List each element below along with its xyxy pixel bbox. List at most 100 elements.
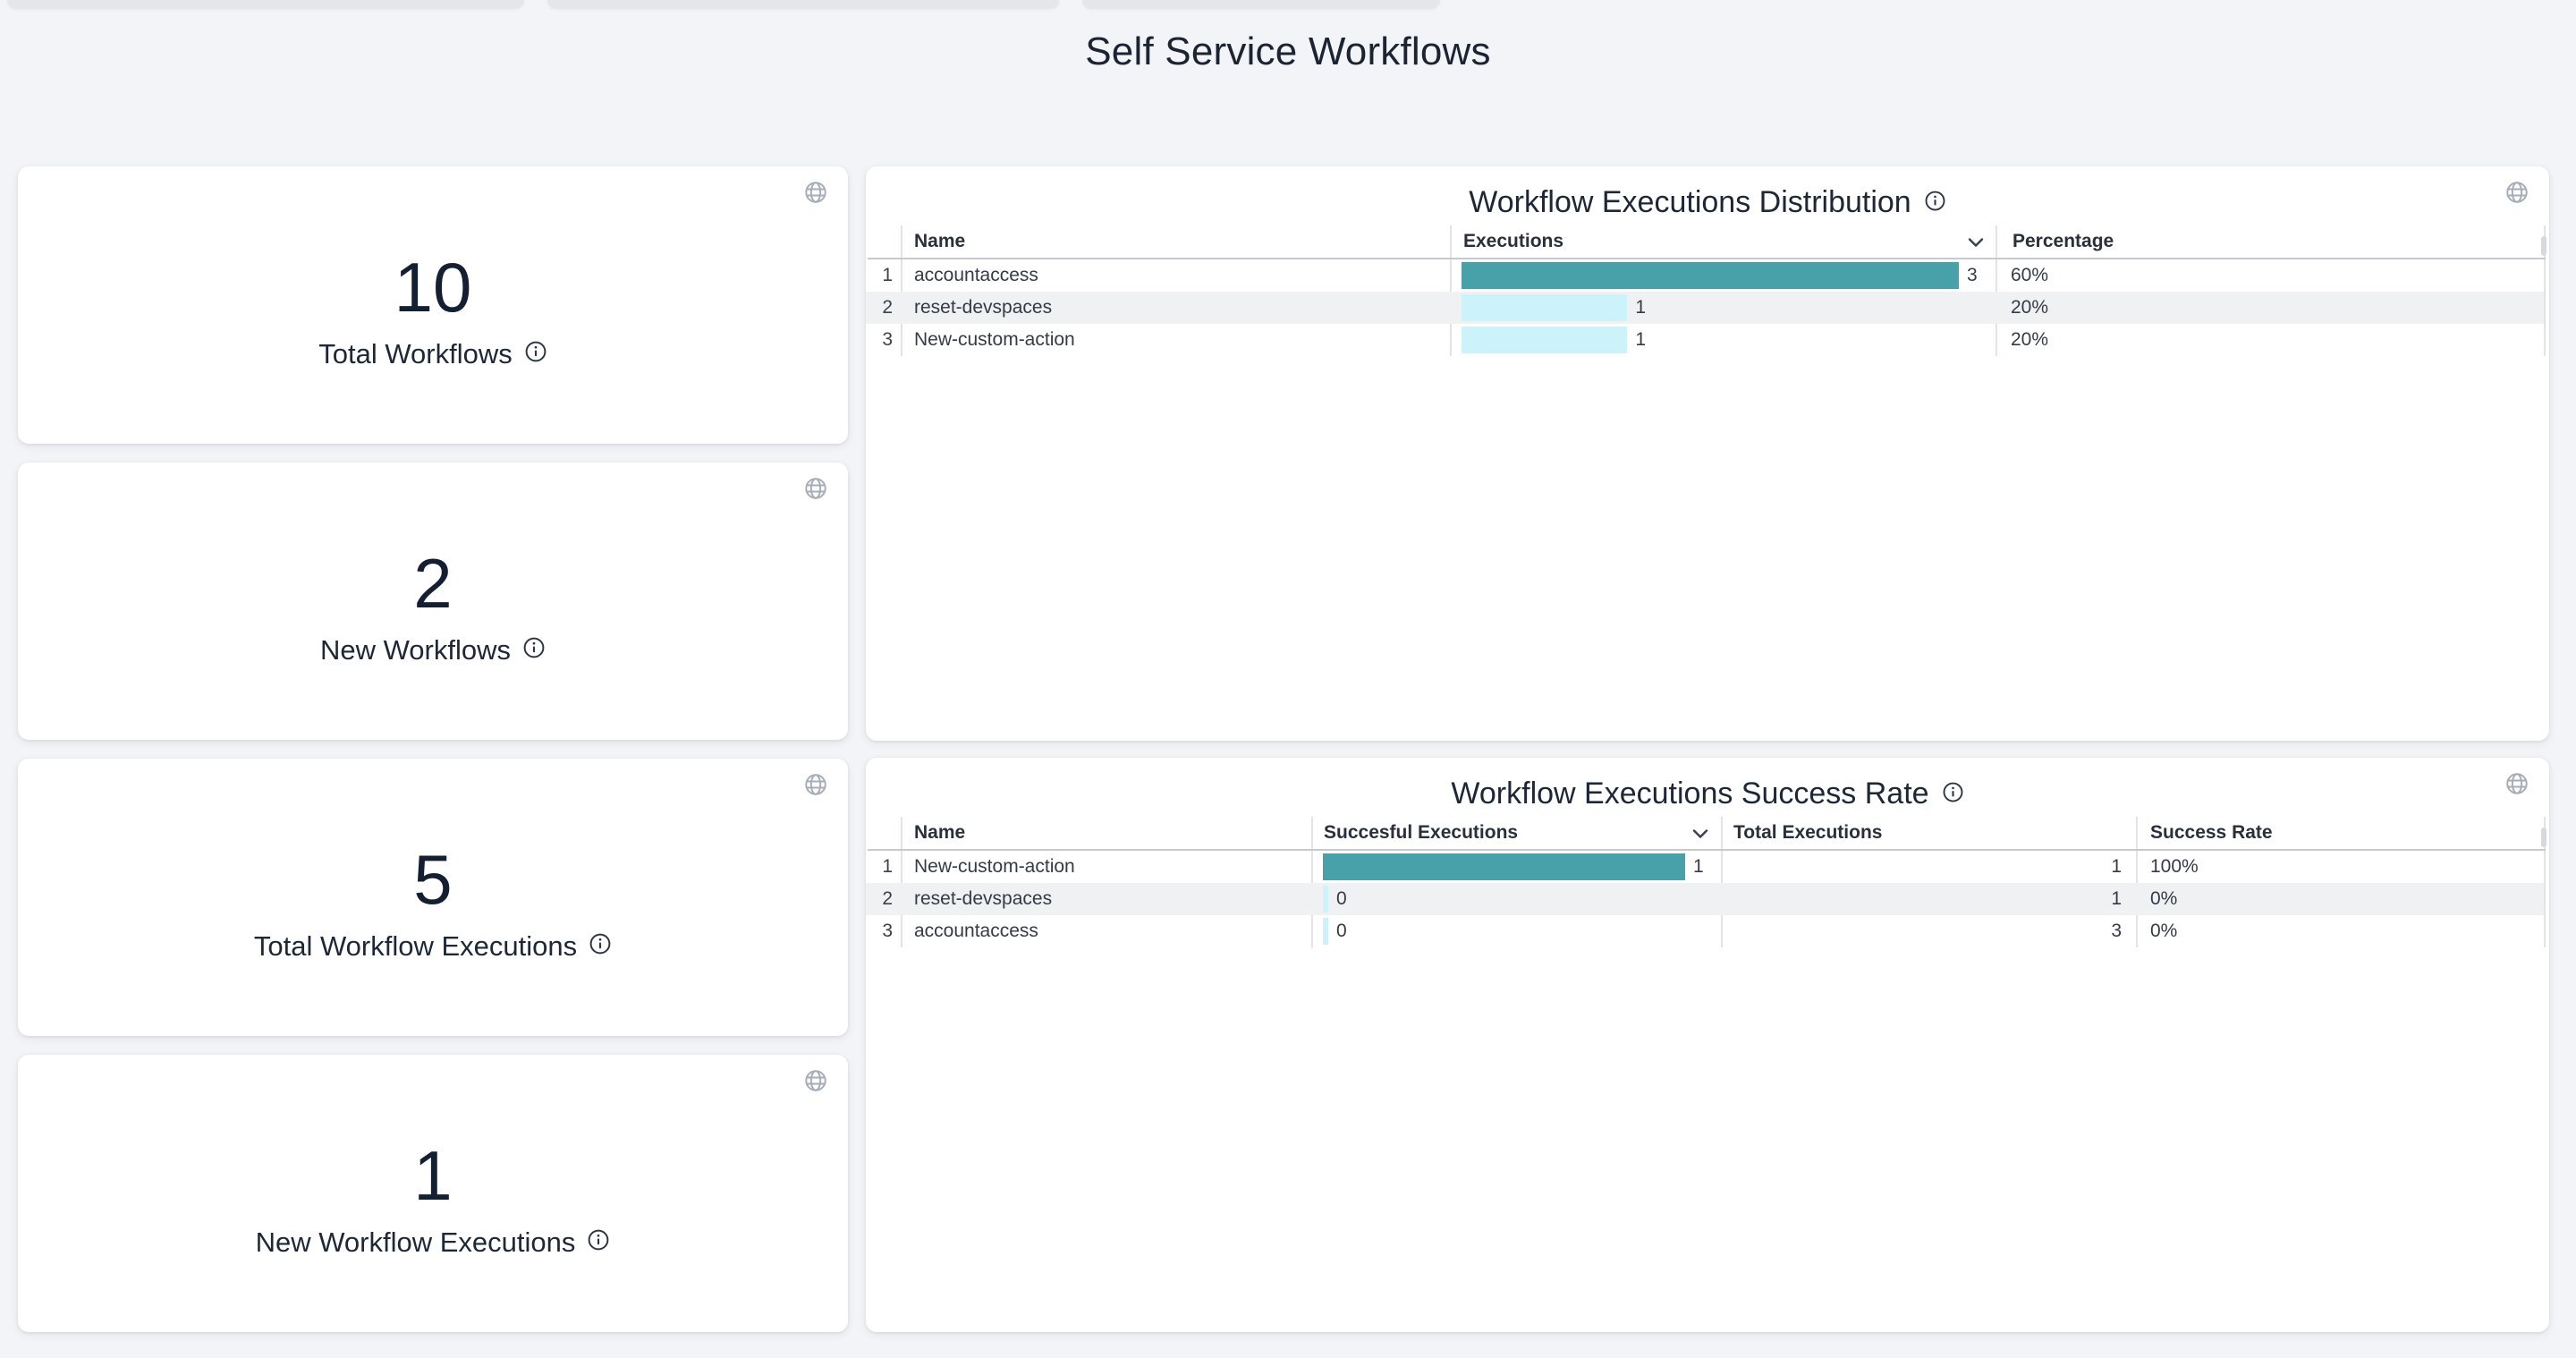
total-executions-cell: 1 bbox=[2111, 888, 2122, 909]
chevron-down-icon[interactable] bbox=[1690, 828, 1710, 845]
table-row: 1 New-custom-action 1 1 100% bbox=[866, 851, 2544, 883]
column-divider bbox=[2136, 817, 2138, 947]
stat-value: 5 bbox=[413, 840, 453, 919]
executions-bar bbox=[1462, 294, 1628, 321]
column-header-success-rate[interactable]: Success Rate bbox=[2150, 822, 2273, 843]
column-divider bbox=[901, 817, 902, 947]
globe-icon[interactable] bbox=[803, 476, 828, 505]
globe-icon[interactable] bbox=[803, 1068, 828, 1098]
executions-bar-cell: 1 bbox=[1462, 327, 1646, 353]
successful-executions-bar-cell: 0 bbox=[1323, 918, 1347, 945]
workflow-executions-success-rate-card: Workflow Executions Success Rate Name Su… bbox=[866, 758, 2549, 1332]
total-executions-cell: 3 bbox=[2111, 921, 2122, 941]
top-card-edge bbox=[547, 0, 1059, 9]
row-index: 2 bbox=[882, 297, 893, 318]
column-divider bbox=[1721, 817, 1723, 947]
info-icon[interactable] bbox=[524, 338, 547, 370]
table-row: 2 reset-devspaces 1 20% bbox=[866, 292, 2544, 324]
table-title-row: Workflow Executions Distribution bbox=[866, 184, 2549, 220]
workflow-name-cell: accountaccess bbox=[914, 921, 1038, 941]
new-workflows-card: 2 New Workflows bbox=[18, 463, 848, 740]
percentage-cell: 20% bbox=[2011, 297, 2049, 318]
column-divider bbox=[901, 225, 902, 356]
total-executions-cell: 1 bbox=[2111, 856, 2122, 877]
stat-label-row: New Workflow Executions bbox=[18, 1226, 848, 1259]
row-index: 2 bbox=[882, 888, 893, 909]
table-row: 2 reset-devspaces 0 1 0% bbox=[866, 883, 2544, 915]
workflow-name-cell: accountaccess bbox=[914, 265, 1038, 285]
successful-executions-value: 0 bbox=[1336, 888, 1347, 909]
header-divider bbox=[868, 258, 2546, 259]
top-card-edge bbox=[7, 0, 524, 9]
executions-bar bbox=[1462, 327, 1628, 353]
stat-value: 2 bbox=[413, 544, 453, 623]
workflow-executions-distribution-card: Workflow Executions Distribution Name Ex… bbox=[866, 166, 2549, 741]
column-divider bbox=[1996, 225, 1997, 356]
successful-executions-bar-cell: 0 bbox=[1323, 886, 1347, 912]
executions-bar-cell: 1 bbox=[1462, 294, 1646, 321]
column-header-name[interactable]: Name bbox=[914, 231, 966, 251]
row-index: 3 bbox=[882, 921, 893, 941]
column-divider bbox=[1450, 225, 1452, 356]
row-index: 1 bbox=[882, 265, 893, 285]
table-row: 1 accountaccess 3 60% bbox=[866, 259, 2544, 292]
successful-executions-bar-cell: 1 bbox=[1323, 853, 1704, 880]
globe-icon[interactable] bbox=[2504, 771, 2529, 801]
executions-value: 3 bbox=[1967, 265, 1978, 285]
column-header-executions[interactable]: Executions bbox=[1463, 231, 1564, 251]
info-icon[interactable] bbox=[587, 1226, 610, 1259]
column-divider bbox=[2544, 225, 2546, 356]
total-workflows-card: 10 Total Workflows bbox=[18, 166, 848, 444]
workflow-name-cell: New-custom-action bbox=[914, 856, 1075, 877]
table-row: 3 accountaccess 0 3 0% bbox=[866, 915, 2544, 947]
stat-value: 10 bbox=[394, 248, 472, 327]
executions-value: 1 bbox=[1635, 297, 1647, 318]
percentage-cell: 20% bbox=[2011, 329, 2049, 350]
column-header-succesful-executions[interactable]: Succesful Executions bbox=[1324, 822, 1519, 843]
info-icon[interactable] bbox=[522, 634, 546, 666]
header-divider bbox=[868, 849, 2546, 851]
successful-executions-bar bbox=[1323, 886, 1328, 912]
successful-executions-value: 1 bbox=[1693, 856, 1704, 877]
stat-label: New Workflows bbox=[319, 634, 512, 666]
chevron-down-icon[interactable] bbox=[1966, 236, 1986, 253]
stat-label: New Workflow Executions bbox=[255, 1226, 576, 1258]
top-card-edge bbox=[1082, 0, 1440, 9]
table-title: Workflow Executions Success Rate bbox=[1451, 777, 1929, 811]
successful-executions-value: 0 bbox=[1336, 921, 1347, 941]
workflow-name-cell: reset-devspaces bbox=[914, 297, 1053, 318]
stat-label-row: Total Workflows bbox=[18, 338, 848, 370]
scrollbar-thumb[interactable] bbox=[2541, 828, 2546, 847]
percentage-cell: 60% bbox=[2011, 265, 2049, 285]
globe-icon[interactable] bbox=[803, 772, 828, 802]
workflow-name-cell: reset-devspaces bbox=[914, 888, 1053, 909]
executions-value: 1 bbox=[1635, 329, 1647, 350]
column-header-percentage[interactable]: Percentage bbox=[2012, 231, 2114, 251]
executions-bar-cell: 3 bbox=[1462, 262, 1978, 289]
row-index: 3 bbox=[882, 329, 893, 350]
column-divider bbox=[2544, 817, 2546, 947]
total-workflow-executions-card: 5 Total Workflow Executions bbox=[18, 759, 848, 1036]
stat-label-row: New Workflows bbox=[18, 634, 848, 666]
stat-value: 1 bbox=[413, 1136, 453, 1215]
new-workflow-executions-card: 1 New Workflow Executions bbox=[18, 1055, 848, 1332]
success-rate-cell: 0% bbox=[2150, 921, 2178, 941]
column-header-name[interactable]: Name bbox=[914, 822, 966, 843]
successful-executions-bar bbox=[1323, 918, 1328, 945]
row-index: 1 bbox=[882, 856, 893, 877]
globe-icon[interactable] bbox=[803, 180, 828, 209]
successful-executions-bar bbox=[1323, 853, 1685, 880]
globe-icon[interactable] bbox=[2504, 180, 2529, 209]
column-header-total-executions[interactable]: Total Executions bbox=[1733, 822, 1883, 843]
stat-label: Total Workflow Executions bbox=[253, 930, 578, 962]
info-icon[interactable] bbox=[589, 930, 612, 963]
success-rate-cell: 100% bbox=[2150, 856, 2199, 877]
executions-bar bbox=[1462, 262, 1959, 289]
column-divider bbox=[1311, 817, 1313, 947]
info-icon[interactable] bbox=[1942, 776, 1964, 811]
table-title-row: Workflow Executions Success Rate bbox=[866, 776, 2549, 811]
workflow-name-cell: New-custom-action bbox=[914, 329, 1075, 350]
scrollbar-thumb[interactable] bbox=[2541, 236, 2546, 256]
info-icon[interactable] bbox=[1924, 184, 1946, 220]
success-rate-cell: 0% bbox=[2150, 888, 2178, 909]
